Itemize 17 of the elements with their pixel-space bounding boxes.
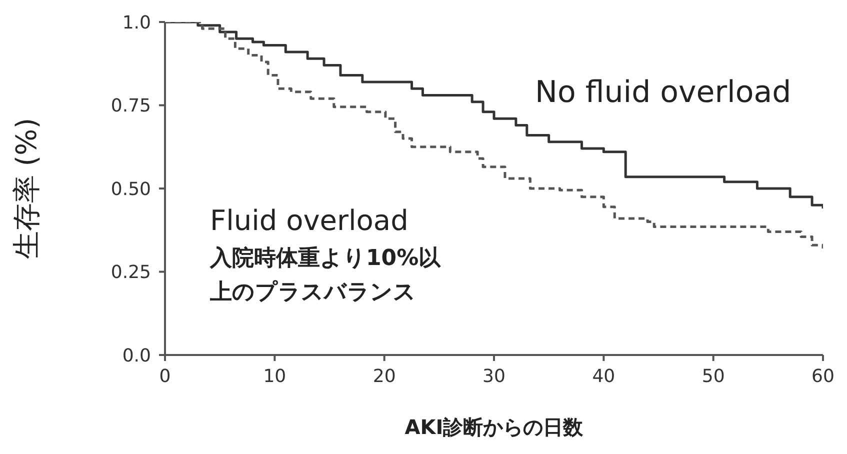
x-tick-label: 40: [592, 366, 616, 387]
y-tick-label: 0.0: [122, 345, 151, 366]
x-tick-label: 30: [482, 366, 506, 387]
annotation: 入院時体重より10%以上のプラスバランス: [210, 245, 442, 307]
x-axis-title: AKI診断からの日数: [404, 415, 584, 439]
y-tick-label: 0.25: [110, 262, 151, 284]
x-tick-label: 0: [159, 366, 171, 387]
y-axis-title: 生存率 (%): [10, 118, 43, 260]
x-tick-label: 50: [702, 366, 725, 387]
series-label: No fluid overload: [535, 75, 792, 110]
x-tick-label: 20: [372, 366, 396, 387]
x-tick-label: 10: [263, 366, 286, 387]
y-tick-label: 0.75: [110, 96, 151, 117]
y-tick-label: 0.50: [110, 178, 151, 200]
x-tick-label: 60: [812, 366, 834, 387]
y-tick-label: 1.0: [122, 12, 151, 34]
text: Fluid overload: [210, 204, 408, 237]
